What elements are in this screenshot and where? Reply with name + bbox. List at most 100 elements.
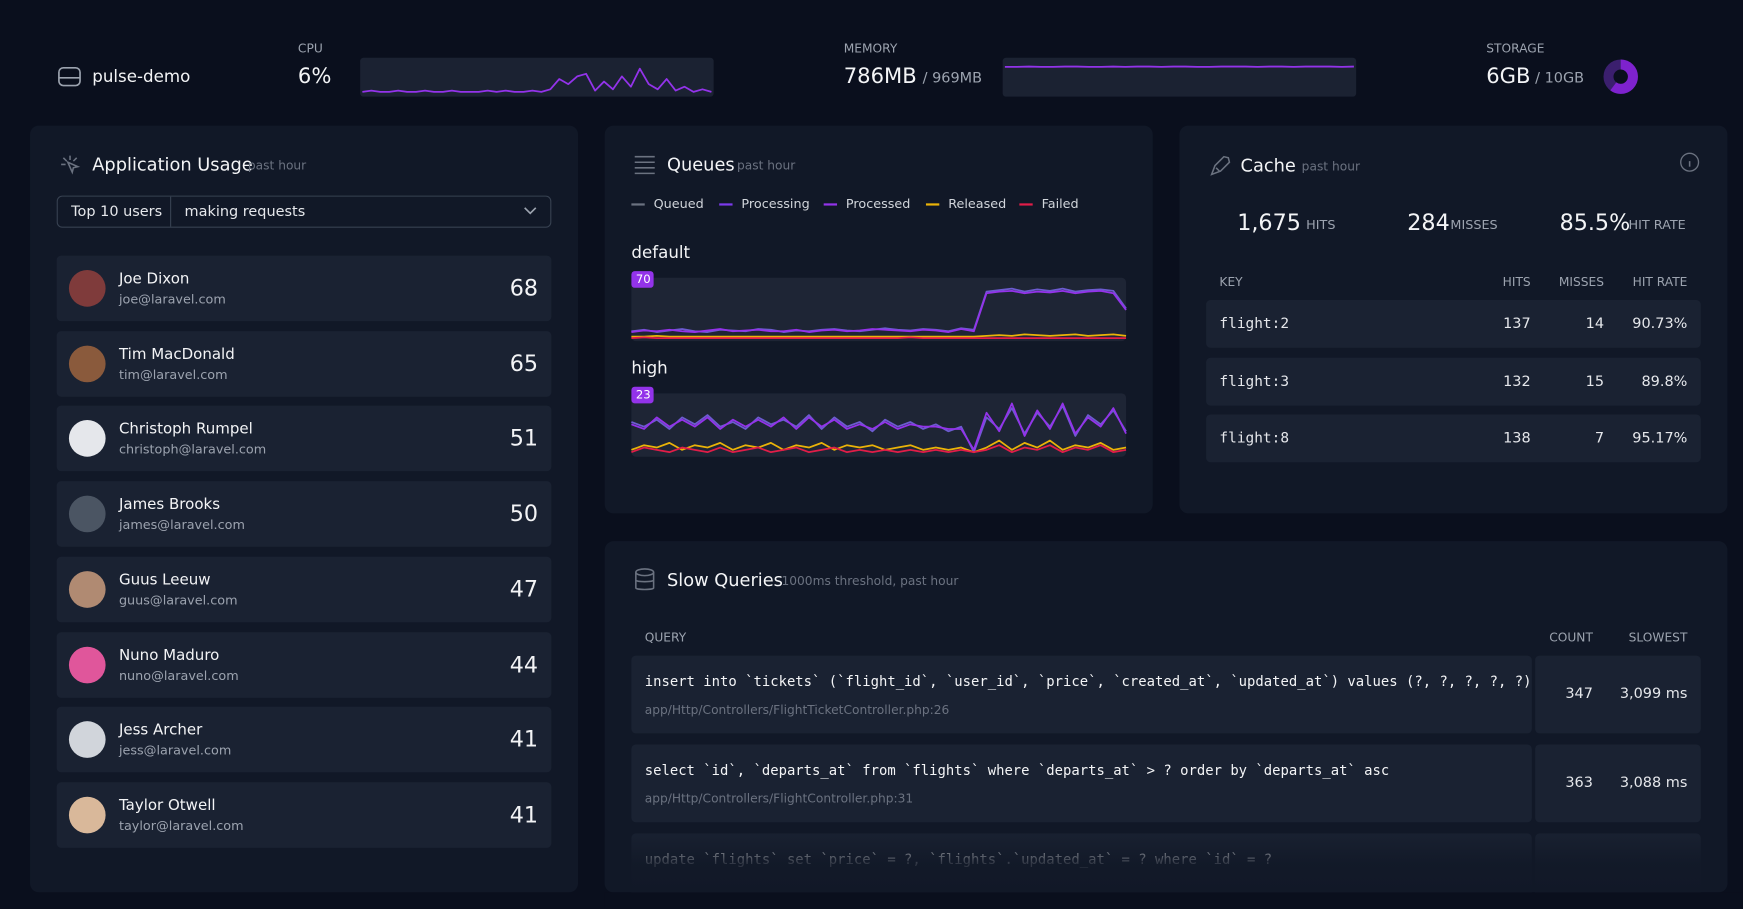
icon-shape: [1680, 152, 1700, 172]
user-name: Joe Dixon: [118, 269, 190, 288]
sparkline-box: [360, 57, 714, 97]
icon-shape: [58, 66, 81, 87]
panel-title: Cache: [1240, 154, 1296, 177]
user-name: Christoph Rumpel: [118, 420, 253, 439]
icon-shape: [61, 155, 81, 175]
metric-total: / 969MB: [922, 70, 983, 87]
storage-donut: [1603, 59, 1638, 94]
panel-title: Slow Queries: [666, 569, 783, 591]
queues-icon: [634, 155, 655, 175]
avatar: [68, 270, 106, 307]
cache-key: flight:2: [1219, 315, 1290, 333]
user-email: guus@laravel.com: [118, 592, 238, 608]
legend-swatch: [631, 203, 645, 206]
legend-label: Queued: [653, 195, 704, 212]
user-count: 51: [509, 424, 539, 452]
cache-row: [1206, 357, 1701, 406]
info-icon[interactable]: [1680, 152, 1700, 172]
column-header: MISSES: [1558, 274, 1605, 290]
stat-label: HIT RATE: [1628, 216, 1686, 233]
user-name: Tim MacDonald: [118, 345, 235, 363]
legend-swatch: [925, 203, 940, 206]
select-value: making requests: [184, 203, 306, 221]
column-header: HITS: [1502, 274, 1531, 290]
query-count: 347: [1565, 685, 1593, 703]
sparkline: [631, 336, 1127, 340]
query-metrics: [1535, 655, 1701, 734]
sparkline-box: [1002, 57, 1357, 97]
cache-cell: 132: [1503, 373, 1531, 390]
user-email: christoph@laravel.com: [118, 441, 267, 458]
usage-icon: [61, 155, 81, 175]
sparkline: [631, 404, 1127, 454]
user-email: taylor@laravel.com: [118, 817, 244, 834]
cache-cell: 14: [1585, 315, 1605, 333]
user-row: [56, 406, 552, 472]
user-row: [56, 481, 552, 547]
panel-title: Application Usage: [92, 153, 253, 175]
database-icon: [635, 568, 655, 591]
cache-row: [1206, 414, 1701, 463]
panel-subtitle: past hour: [1301, 159, 1361, 174]
legend-label: Released: [948, 195, 1007, 212]
queue-chart: [631, 287, 1127, 340]
user-email: joe@laravel.com: [118, 291, 226, 307]
page-cover: [604, 892, 1743, 909]
max-label: 70: [635, 272, 651, 286]
query-row: [631, 655, 1532, 734]
icon-shape: [635, 572, 655, 591]
cache-key: flight:8: [1219, 430, 1290, 447]
stat-value: 1,675: [1237, 208, 1301, 236]
panel-subtitle: past hour: [736, 158, 796, 173]
stat-value: 284: [1407, 208, 1450, 236]
avatar: [68, 420, 106, 458]
query-sql: select `id`, `departs_at` from `flights`…: [644, 761, 1390, 779]
cache-cell: 89.8%: [1641, 373, 1688, 390]
user-name: Nuno Maduro: [118, 646, 220, 664]
cache-cell: 95.17%: [1632, 430, 1688, 447]
user-email: tim@laravel.com: [118, 366, 228, 383]
select[interactable]: [56, 195, 552, 228]
server-name: pulse-demo: [92, 66, 191, 87]
metric-label: CPU: [297, 41, 323, 57]
cache-row: [1206, 300, 1701, 348]
column-header: HIT RATE: [1632, 274, 1688, 290]
sparkline: [631, 444, 1127, 454]
select-divider: [170, 196, 172, 227]
queue-chart: [631, 402, 1127, 454]
user-count: 65: [509, 349, 539, 377]
user-email: jess@laravel.com: [118, 742, 232, 759]
column-header: SLOWEST: [1628, 630, 1688, 645]
metric-label: MEMORY: [843, 41, 898, 57]
user-count: 41: [509, 725, 539, 753]
legend-swatch: [823, 203, 838, 206]
select-label: Top 10 users: [71, 203, 163, 221]
donut-used: [1603, 59, 1638, 94]
cache-icon: [1210, 155, 1231, 176]
user-row: [56, 255, 552, 322]
max-badge: [631, 271, 654, 288]
panel-subtitle: past hour: [247, 158, 307, 173]
fade: [604, 827, 1728, 893]
query-count: 363: [1565, 774, 1593, 792]
sparkline: [631, 402, 1127, 451]
user-row: [56, 706, 552, 773]
icon-shape: [635, 568, 655, 577]
stat-value: 85.5%: [1559, 208, 1631, 236]
legend-swatch: [1019, 203, 1033, 206]
user-count: 41: [509, 801, 539, 828]
user-name: Guus Leeuw: [118, 570, 211, 589]
avatar: [68, 570, 106, 608]
user-name: James Brooks: [118, 495, 221, 514]
memory-chart: [1004, 65, 1354, 68]
column-header: COUNT: [1549, 630, 1593, 645]
user-count: 50: [509, 500, 539, 527]
panel-title: Queues: [666, 153, 735, 175]
query-location: app/Http/Controllers/FlightTicketControl…: [644, 702, 950, 718]
avatar: [68, 796, 106, 834]
cache-key: flight:3: [1219, 373, 1290, 390]
avatar: [68, 495, 106, 533]
stat-label: MISSES: [1450, 216, 1498, 233]
sparkline: [631, 333, 1127, 338]
